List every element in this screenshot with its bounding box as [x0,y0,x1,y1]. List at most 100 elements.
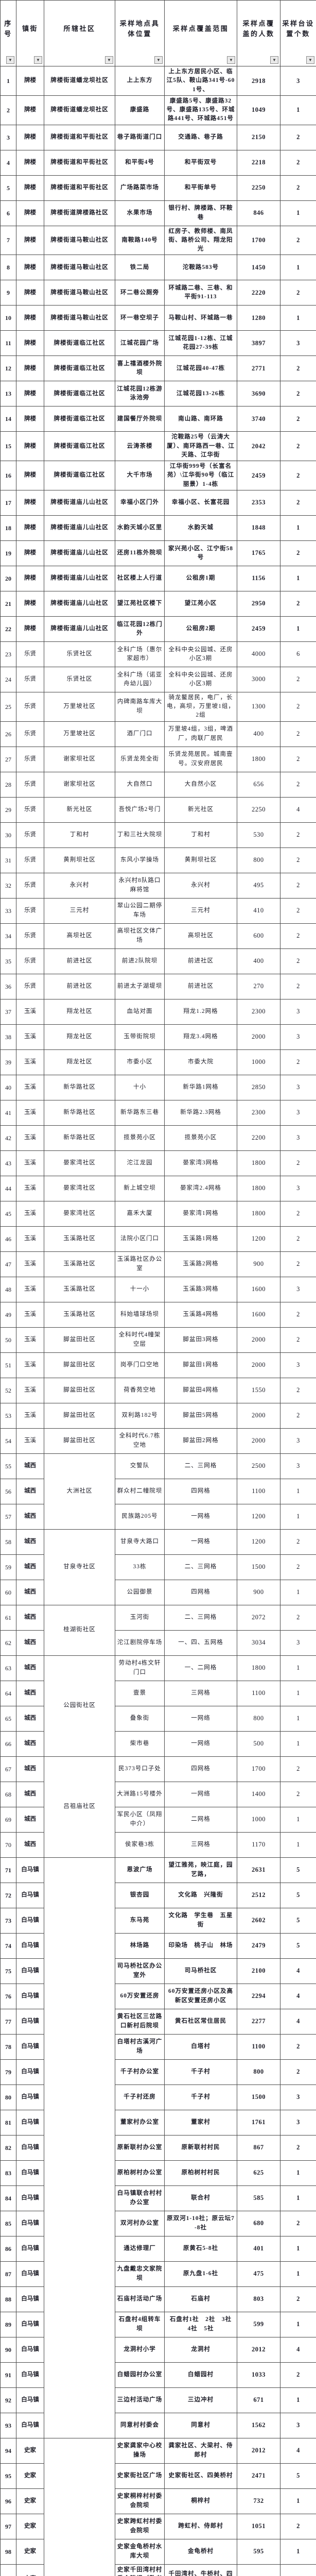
cell-coverage: 四网格 [164,1756,237,1782]
cell-town: 玉溪 [16,1327,44,1353]
cell-people: 2100 [237,1958,280,1984]
cell-coverage: 南山路、南环路 [164,406,237,432]
cell-town: 牌楼 [16,461,44,490]
cell-location: 史家街社区广场 [115,2463,165,2489]
cell-location: 丁和三社大院坝 [115,822,165,848]
table-header: 序号 ▼ 镇街 ▼ 所辖社区 ▼ 采样地点具体位置 ▼ 采样点覆盖范围 ▼ 采样… [0,0,316,66]
table-row: 75 白马镇 司马桥社区办公室外 司马桥社区 2100 4 [0,1958,316,1984]
cell-community: 玉溪路社区 [44,1276,115,1302]
cell-stations: 5 [280,2463,316,2489]
cell-town: 牌楼 [16,175,44,201]
cell-town: 玉溪 [16,1428,44,1454]
table-row: 59 城西 33栋 二、三网格 1500 2 [0,1554,316,1580]
cell-seq: 54 [0,1428,16,1454]
cell-people: 656 [237,771,280,798]
cell-coverage: 脚盆田3网格 [164,1327,237,1353]
cell-community: 新华路社区 [44,1099,115,1126]
cell-town: 城西 [16,1630,44,1656]
filter-dropdown-icon[interactable]: ▼ [105,56,113,64]
cell-people: 1765 [237,540,280,566]
cell-town: 玉溪 [16,1099,44,1126]
cell-people: 1800 [237,1175,280,1201]
cell-location: 东马苑 [115,1907,165,1934]
cell-location: 大自然口 [115,771,165,798]
cell-seq: 55 [0,1453,16,1479]
cell-people: 1000 [237,1806,280,1833]
cell-coverage: 银行村、牌楼路、环鞍巷 [164,200,237,226]
cell-people: 600 [237,923,280,949]
cell-community: 牌楼街道马鞍山社区 [44,305,115,331]
cell-location: 高坝社区文体广场 [115,923,165,949]
cell-people: 803 [237,2286,280,2312]
cell-town: 乐贤 [16,822,44,848]
cell-town: 白马镇 [16,2008,44,2035]
cell-town: 乐贤 [16,948,44,974]
cell-stations: 4 [280,2336,316,2363]
cell-town: 牌楼 [16,590,44,617]
cell-town: 白马镇 [16,2286,44,2312]
table-row: 91 白马镇 白蜡园村办公室 白蜡园村 1033 2 [0,2362,316,2388]
table-row: 15 牌楼 牌楼街道临江社区 云涛茶楼 沱鞍路25号（云涛大厦）、南环路西一巷、江天路、… [0,431,316,461]
cell-location: 永兴村8队路口麻将馆 [115,872,165,899]
table-row: 38 玉溪 翔龙社区 玉带街院坝 翔龙3.4网格 2000 3 [0,1024,316,1050]
cell-town: 乐贤 [16,691,44,722]
cell-people: 1200 [237,1529,280,1555]
cell-location: 和平街4号 [115,149,165,176]
cell-community: 黄荆坝社区 [44,847,115,873]
cell-location: 江城花园广场 [115,330,165,357]
filter-dropdown-icon[interactable]: ▼ [270,56,278,64]
filter-dropdown-icon[interactable]: ▼ [227,56,235,64]
cell-seq: 63 [0,1655,16,1681]
cell-people: 1400 [237,1781,280,1807]
cell-town: 城西 [16,1705,44,1732]
cell-community: 脚盆田社区 [44,1377,115,1403]
cell-stations: 3 [280,2084,316,2110]
cell-location: 喜上禧酒楼外院坝 [115,355,165,382]
filter-dropdown-icon[interactable]: ▼ [306,56,314,64]
cell-seq: 28 [0,771,16,798]
table-row: 18 牌楼 牌楼街道庙儿山社区 水韵天城小区里 水韵天城 1848 1 [0,515,316,541]
cell-stations: 3 [280,66,316,96]
cell-coverage: 文化路 学生巷 五星街 [164,1907,237,1934]
cell-coverage: 家兴苑小区、江宁街58号 [164,540,237,566]
cell-seq: 16 [0,461,16,490]
cell-coverage: 玉溪路3网格 [164,1276,237,1302]
cell-people: 2918 [237,66,280,96]
cell-community: 牌楼街道蟠龙坝社区 [44,95,115,125]
col-header-community-label: 所辖社区 [63,24,96,32]
cell-seq: 64 [0,1680,16,1706]
cell-location: 全科时代4幢架空层 [115,1327,165,1353]
cell-people: 2000 [237,1428,280,1454]
cell-people: 732 [237,2488,280,2514]
cell-stations: 2 [280,1402,316,1429]
cell-people: 800 [237,2059,280,2085]
cell-town: 城西 [16,1806,44,1833]
filter-dropdown-icon[interactable]: ▼ [154,56,163,64]
cell-community: 玉溪路社区 [44,1301,115,1328]
cell-stations: 3 [280,330,316,357]
cell-coverage: 江城花园13-26栋 [164,381,237,407]
cell-location: 董家村办公室 [115,2109,165,2136]
cell-community: 牌楼街道马鞍山社区 [44,225,115,256]
cell-location: 同意村村委会 [115,2412,165,2438]
cell-town: 乐贤 [16,641,44,667]
cell-people: 1761 [237,2109,280,2136]
cell-community: 万里坡社区 [44,691,115,722]
cell-stations: 3 [280,1024,316,1050]
cell-coverage: 二网格 [164,1806,237,1833]
cell-town: 乐贤 [16,666,44,692]
table-row: 85 白马镇 双河村办公室 原双河1-10社；原云坛7-8社 680 2 [0,2210,316,2236]
filter-dropdown-icon[interactable]: ▼ [6,56,14,64]
filter-dropdown-icon[interactable]: ▼ [34,56,42,64]
cell-town: 城西 [16,1731,44,1757]
cell-coverage: 万里坡4组，3组，啤酒厂，肉联厂居民 [164,721,237,747]
table-row: 41 玉溪 新华路社区 新华路东三巷 新华路2.3网格 2300 3 [0,1099,316,1126]
cell-seq: 56 [0,1478,16,1504]
cell-coverage: 新华路2.3网格 [164,1099,237,1126]
cell-town: 白马镇 [16,1857,44,1883]
cell-seq: 15 [0,431,16,461]
cell-people: 1156 [237,565,280,591]
cell-seq: 24 [0,666,16,692]
cell-community: 谢家坝社区 [44,771,115,798]
cell-location: 侯家巷3栋 [115,1832,165,1858]
